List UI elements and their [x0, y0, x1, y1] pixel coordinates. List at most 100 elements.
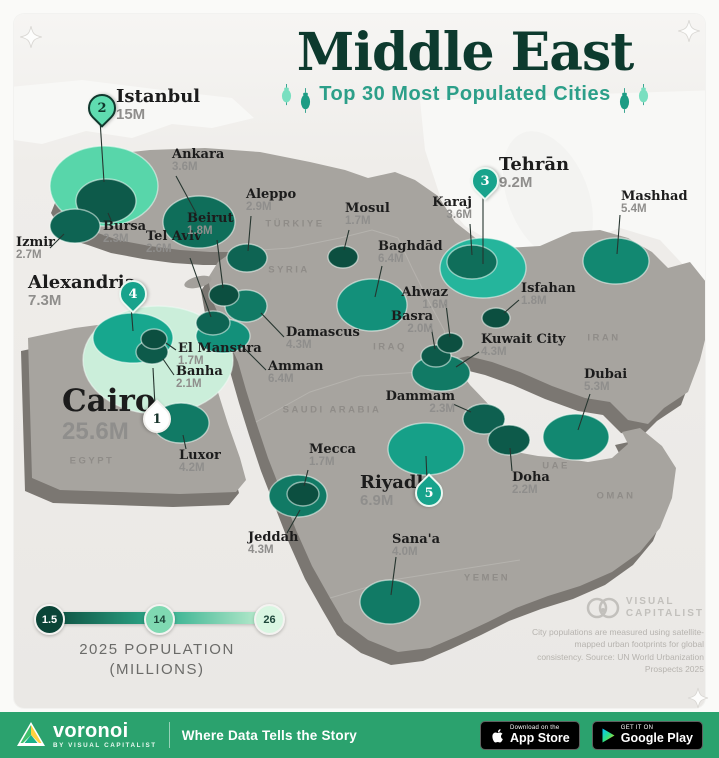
leader-line-tel-aviv [189, 257, 212, 318]
leader-line-amman [239, 343, 267, 371]
city-label-tel-aviv: Tel Aviv 2.6M [146, 230, 202, 256]
city-population: 1.8M [187, 225, 213, 238]
city-name: Tel Aviv [146, 229, 202, 244]
leader-line-dubai [577, 393, 591, 431]
city-bubble-baghd-d [336, 278, 408, 332]
city-label-luxor: Luxor 4.2M [179, 449, 221, 475]
city-name: Baghdād [378, 239, 443, 254]
sparkle-icon [678, 20, 700, 42]
city-bubble-el-mansura [140, 328, 168, 350]
city-label-beirut: Beirut 1.8M [187, 212, 234, 238]
apple-icon [492, 728, 503, 742]
city-bubble-ankara [162, 195, 236, 249]
country-label-oman: OMAN [596, 490, 636, 502]
leader-line-doha [509, 447, 513, 472]
app-store-small-text: Download on the [510, 725, 560, 732]
city-name: Amman [268, 359, 324, 374]
leader-line-luxor [182, 434, 187, 450]
city-name: Sana'a [392, 532, 441, 547]
city-population: 2.3M [429, 403, 455, 416]
bubble-layer [49, 145, 650, 625]
city-population: 4.3M [481, 346, 507, 359]
asia-landmass [58, 148, 705, 652]
leader-line-mecca [303, 469, 309, 487]
city-population: 4.3M [248, 544, 274, 557]
population-legend: 1.5 14 26 2025 POPULATION (MILLIONS) [34, 604, 285, 681]
map-area: Middle East Top 30 Most Populated Cities… [14, 14, 705, 708]
city-population: 6.4M [268, 373, 294, 386]
leader-line-basra [430, 325, 436, 350]
city-label-baghd-d: Baghdād 6.4M [378, 240, 443, 266]
city-label-dammam: Dammam 2.3M [386, 390, 455, 416]
city-population: 9.2M [499, 174, 533, 192]
attribution: VISUAL CAPITALIST City populations are m… [528, 596, 704, 675]
city-name: Ankara [172, 147, 225, 162]
city-name: Tehrān [499, 154, 570, 175]
leader-line-damascus [260, 312, 285, 338]
leader-line-aleppo [247, 215, 252, 252]
leader-line-el-mansura [165, 342, 177, 351]
leader-line-bursa [107, 212, 112, 221]
city-population: 2.3M [103, 233, 129, 246]
city-population: 15M [116, 106, 146, 124]
city-label-mashhad: Mashhad 5.4M [621, 190, 688, 216]
city-population: 4.3M [286, 339, 312, 352]
leader-line-karaj [469, 223, 473, 256]
binoculars-icon [586, 597, 620, 619]
visual-capitalist-logo: VISUAL CAPITALIST [528, 596, 704, 620]
legend-caption-line2: (MILLIONS) [109, 661, 205, 679]
country-label-iraq: IRAQ [373, 341, 407, 353]
app-store-badge[interactable]: Download on the App Store [480, 720, 580, 750]
city-bubble-bursa [75, 178, 137, 224]
leader-line-istanbul [99, 119, 105, 183]
leader-layer [49, 119, 621, 596]
city-population: 7.3M [28, 292, 62, 310]
map-svg [14, 80, 705, 665]
city-label-banha: Banha 2.1M [176, 365, 223, 391]
footer-tagline: Where Data Tells the Story [181, 727, 357, 743]
legend-caption: 2025 POPULATION (MILLIONS) [40, 640, 274, 681]
city-name: Beirut [187, 211, 234, 226]
header: Middle East Top 30 Most Populated Cities [240, 25, 690, 115]
city-bubble-tel-aviv [195, 310, 231, 336]
leader-line-beirut [216, 239, 224, 289]
city-name: Cairo [62, 383, 156, 419]
lantern-icon [282, 83, 292, 105]
leader-line-sana-a [390, 556, 397, 596]
city-name: Jeddah [248, 530, 299, 545]
city-population: 4.0M [392, 546, 418, 559]
city-label-ahwaz: Ahwaz 1.6M [401, 286, 448, 312]
leader-line-ahwaz [445, 303, 451, 338]
city-population: 6.4M [378, 253, 404, 266]
country-label-t-rkiye: TÜRKIYE [265, 218, 325, 230]
city-bubble-doha [487, 424, 531, 456]
city-label-bursa: Bursa 2.3M [103, 220, 146, 246]
city-label-isfahan: Isfahan 1.8M [521, 282, 576, 308]
city-population: 1.7M [178, 355, 204, 368]
city-bubble-karaj [446, 244, 498, 280]
page-subtitle: Top 30 Most Populated Cities [319, 82, 611, 105]
legend-mid: 14 [144, 604, 175, 635]
legend-caption-line1: 2025 POPULATION [79, 641, 235, 658]
city-population: 3.6M [172, 161, 198, 174]
google-play-badge[interactable]: GET IT ON Google Play [591, 720, 703, 750]
country-label-saudi-arabia: SAUDI ARABIA [282, 404, 382, 416]
sparkle-icon [687, 687, 709, 709]
city-name: Damascus [286, 325, 360, 340]
city-population: 1.6M [422, 299, 448, 312]
city-population: 5.3M [584, 381, 610, 394]
city-bubble-sana-a [359, 579, 421, 625]
city-name: Banha [176, 364, 223, 379]
city-name: Izmir [16, 235, 56, 250]
voronoi-logo: voronoi BY VISUAL CAPITALIST [16, 721, 157, 749]
city-bubble-mashhad [582, 237, 650, 285]
city-label-cairo: Cairo 25.6M [62, 383, 156, 444]
google-play-big-text: Google Play [620, 731, 693, 746]
city-label-mecca: Mecca 1.7M [309, 443, 356, 469]
city-label-mosul: Mosul 1.7M [345, 202, 390, 228]
city-label-istanbul: Istanbul 15M [116, 87, 200, 124]
city-name: Basra [390, 309, 433, 324]
leader-line-dammam [452, 403, 472, 413]
europe-silhouette [14, 80, 254, 144]
city-label-damascus: Damascus 4.3M [286, 326, 360, 352]
